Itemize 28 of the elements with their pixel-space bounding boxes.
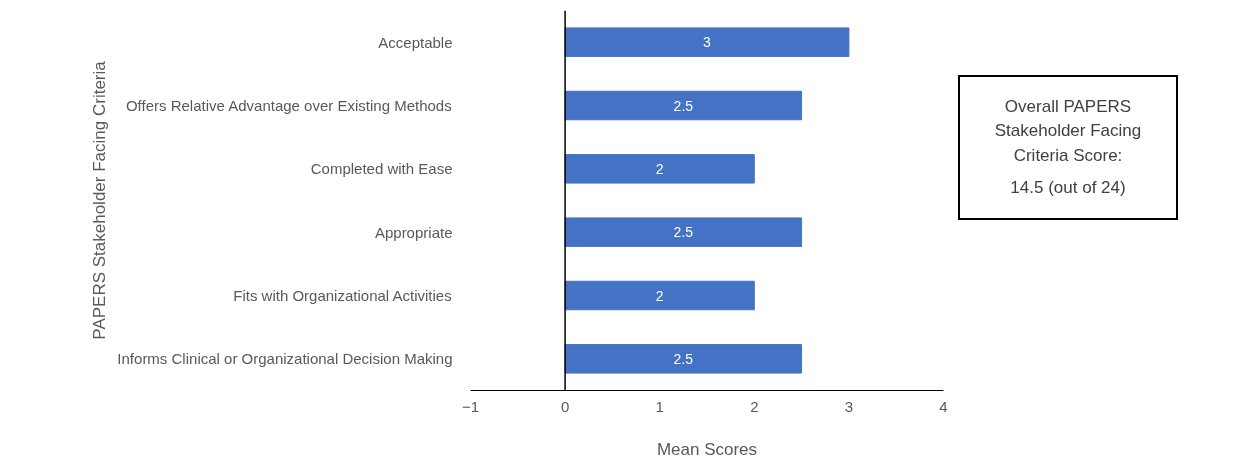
data-label: 2 [655, 287, 664, 304]
data-label: 2 [655, 160, 664, 177]
x-tick-label: 4 [939, 397, 948, 415]
bar [564, 344, 803, 374]
data-label: 2.5 [673, 224, 694, 241]
bar [564, 90, 803, 121]
y-axis-title: PAPERS Stakeholder Facing Criteria [90, 60, 110, 340]
y-tick-label: Appropriate [374, 223, 453, 241]
x-axis-title: Mean Scores [656, 439, 758, 459]
text: 14.5 (out of 24) [1009, 176, 1127, 199]
x-tick-label: 0 [560, 397, 570, 415]
data-label: 2.5 [673, 350, 694, 367]
x-tick-label: 2 [750, 397, 759, 415]
y-tick-label: Fits with Organizational Activities [233, 287, 452, 304]
data-label: 2.5 [673, 97, 694, 114]
bar [564, 27, 850, 57]
bar [564, 217, 803, 247]
bar [564, 154, 755, 184]
x-tick-label: 1 [655, 397, 664, 415]
y-tick-label: Offers Relative Advantage over Existing Methods [125, 97, 452, 114]
bar [564, 280, 755, 311]
x-tick-label: −1 [461, 397, 480, 415]
data-label: 3 [703, 34, 712, 51]
y-tick-label: Acceptable [378, 33, 453, 51]
y-tick-label: Completed with Ease [310, 160, 453, 178]
x-tick-label: 3 [844, 397, 854, 415]
text: Overall PAPERS Stakeholder Facing Criteria Score: [993, 96, 1143, 167]
y-tick-label: Informs Clinical or Organizational Decision Making [117, 350, 453, 368]
